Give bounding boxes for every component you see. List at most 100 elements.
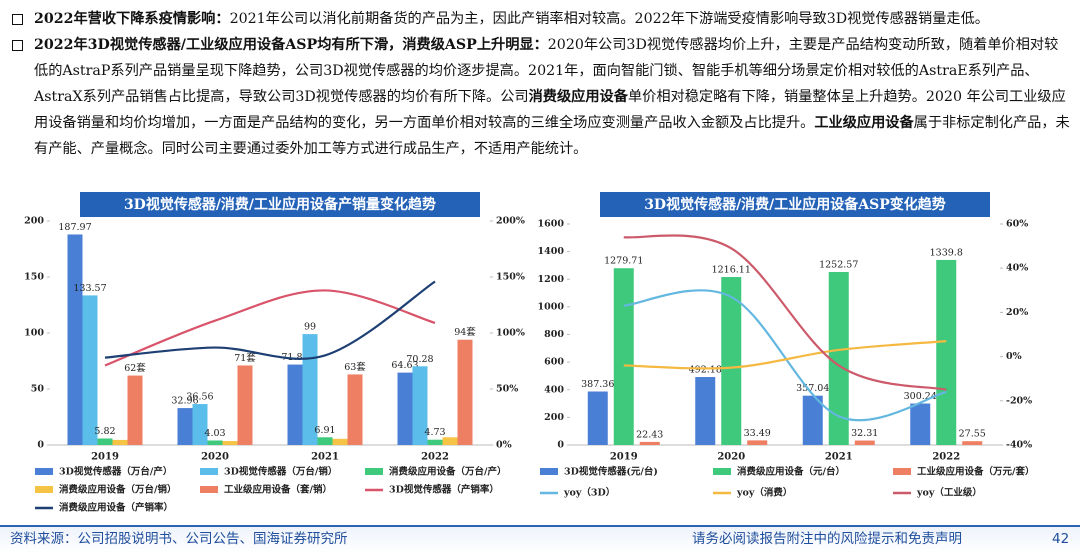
- x-tick-label: 2020: [201, 452, 229, 463]
- x-tick-label: 2020: [717, 452, 745, 463]
- legend-swatch: [893, 468, 911, 475]
- line: [623, 289, 947, 422]
- bar: [427, 439, 443, 445]
- data-label: 36.56: [186, 392, 213, 403]
- bar: [721, 277, 742, 445]
- bold-text: 2022年营收下降系疫情影响：: [34, 11, 230, 27]
- y-tick-label: 200: [24, 216, 44, 227]
- legend-label: yoy（3D）: [563, 487, 615, 499]
- charts: 3D视觉传感器/消费/工业应用设备产销量变化趋势 0 50 100 150 200 0% 50…: [24, 192, 1034, 514]
- data-label: 1279.71: [604, 256, 643, 267]
- bar: [695, 377, 716, 445]
- bar: [587, 391, 608, 445]
- x-tick-label: 2021: [825, 452, 853, 463]
- legend-swatch: [200, 486, 218, 493]
- y-tick-label: 1200: [538, 274, 565, 285]
- page-number: 42: [1052, 531, 1070, 547]
- bar: [177, 408, 193, 445]
- data-label: 4.03: [204, 428, 225, 439]
- data-label: 27.55: [959, 429, 986, 440]
- bar: [936, 259, 957, 445]
- data-label: 133.57: [73, 283, 106, 294]
- data-label: 94套: [454, 326, 476, 338]
- bar: [67, 234, 83, 445]
- y2-tick-label: 0%: [1006, 351, 1022, 362]
- data-label: 1216.11: [712, 265, 751, 276]
- y-tick-label: 0: [37, 440, 44, 451]
- bullet: 2022年营收下降系疫情影响：2021年公司以消化前期备货的产品为主，因此产销率…: [8, 6, 1072, 32]
- bar: [82, 295, 98, 445]
- title-box: [80, 192, 480, 217]
- x-tick-label: 2022: [421, 452, 449, 463]
- y-tick-label: 400: [544, 384, 564, 395]
- data-label: 5.82: [94, 426, 115, 437]
- y-tick-label: 1400: [538, 246, 565, 257]
- bar: [412, 366, 428, 445]
- legend-swatch: [200, 468, 218, 475]
- text: 2021年公司以消化前期备货的产品为主，因此产销率相对较高。2022年下游端受疫…: [229, 11, 989, 27]
- bar: [747, 440, 768, 445]
- data-label: 99: [304, 322, 316, 333]
- bar: [397, 372, 413, 445]
- data-label: 71套: [234, 352, 256, 364]
- text: 属于非标定制化产品，未有产能、产量概念。同时公司主要通过委外加工等方式进行成品生…: [34, 115, 1070, 157]
- data-label: 64.63: [391, 360, 418, 371]
- data-label: 33.49: [744, 428, 771, 439]
- y2-tick-label: 40%: [1006, 263, 1028, 274]
- bar: [347, 374, 363, 445]
- y-tick-label: 1000: [538, 301, 565, 312]
- source: 资料来源：公司招股说明书、公司公告、国海证券研究所: [10, 531, 348, 547]
- data-label: 63套: [344, 361, 366, 373]
- legend-swatch: [35, 468, 53, 475]
- chart-title: 3D视觉传感器/消费/工业应用设备产销量变化趋势: [124, 196, 436, 213]
- data-label: 1339.8: [930, 247, 963, 258]
- bar: [302, 334, 318, 445]
- data-label: 1252.57: [819, 259, 858, 270]
- y2-tick-label: 150%: [496, 272, 525, 283]
- y2-tick-label: -20%: [1006, 395, 1032, 406]
- y2-tick-label: 60%: [1006, 219, 1028, 230]
- data-label: 4.73: [424, 427, 445, 438]
- y2-tick-label: -40%: [1006, 440, 1032, 451]
- data-label: 492.18: [689, 365, 722, 376]
- text-block: 2022年营收下降系疫情影响：2021年公司以消化前期备货的产品为主，因此产销率…: [8, 6, 1072, 162]
- data-label: 187.97: [58, 222, 91, 233]
- legend-label: 消费级应用设备（元/台）: [737, 466, 845, 478]
- legend-label: 消费级应用设备（产销率）: [59, 502, 173, 514]
- bar: [317, 437, 333, 445]
- legend-swatch: [365, 468, 383, 475]
- y2-tick-label: 0%: [496, 440, 512, 451]
- data-label: 22.43: [636, 429, 663, 440]
- footer: 资料来源：公司招股说明书、公司公告、国海证券研究所 请务必阅读报告附注中的风险提…: [0, 525, 1080, 553]
- legend-swatch: [713, 468, 731, 475]
- bar: [287, 364, 303, 445]
- bar: [854, 440, 875, 445]
- chart-title: 3D视觉传感器/消费/工业应用设备ASP变化趋势: [644, 196, 946, 213]
- legend-label: yoy（工业级）: [916, 487, 982, 499]
- bar: [802, 395, 823, 445]
- y-tick-label: 600: [544, 357, 564, 368]
- legend-label: yoy（消费）: [736, 487, 792, 499]
- data-label: 6.91: [314, 425, 335, 436]
- bar: [97, 438, 113, 445]
- y2-tick-label: 50%: [496, 384, 518, 395]
- bar: [962, 441, 983, 445]
- title-box: [600, 192, 990, 217]
- bar: [127, 375, 143, 445]
- x-tick-label: 2021: [311, 452, 339, 463]
- legend-swatch: [35, 486, 53, 493]
- bold-text: 工业级应用设备: [814, 115, 914, 131]
- y-tick-label: 0: [557, 440, 564, 451]
- bar: [207, 440, 223, 445]
- data-label: 70.28: [406, 354, 433, 365]
- y2-tick-label: 20%: [1006, 307, 1028, 318]
- bar: [442, 437, 458, 445]
- line: [623, 234, 947, 391]
- bar: [639, 441, 660, 445]
- legend-label: 工业级应用设备（万元/套）: [917, 466, 1034, 478]
- y2-tick-label: 200%: [496, 216, 525, 227]
- legend-label: 消费级应用设备（万台/产）: [389, 466, 506, 478]
- data-label: 300.24: [904, 391, 937, 402]
- bar: [222, 441, 238, 445]
